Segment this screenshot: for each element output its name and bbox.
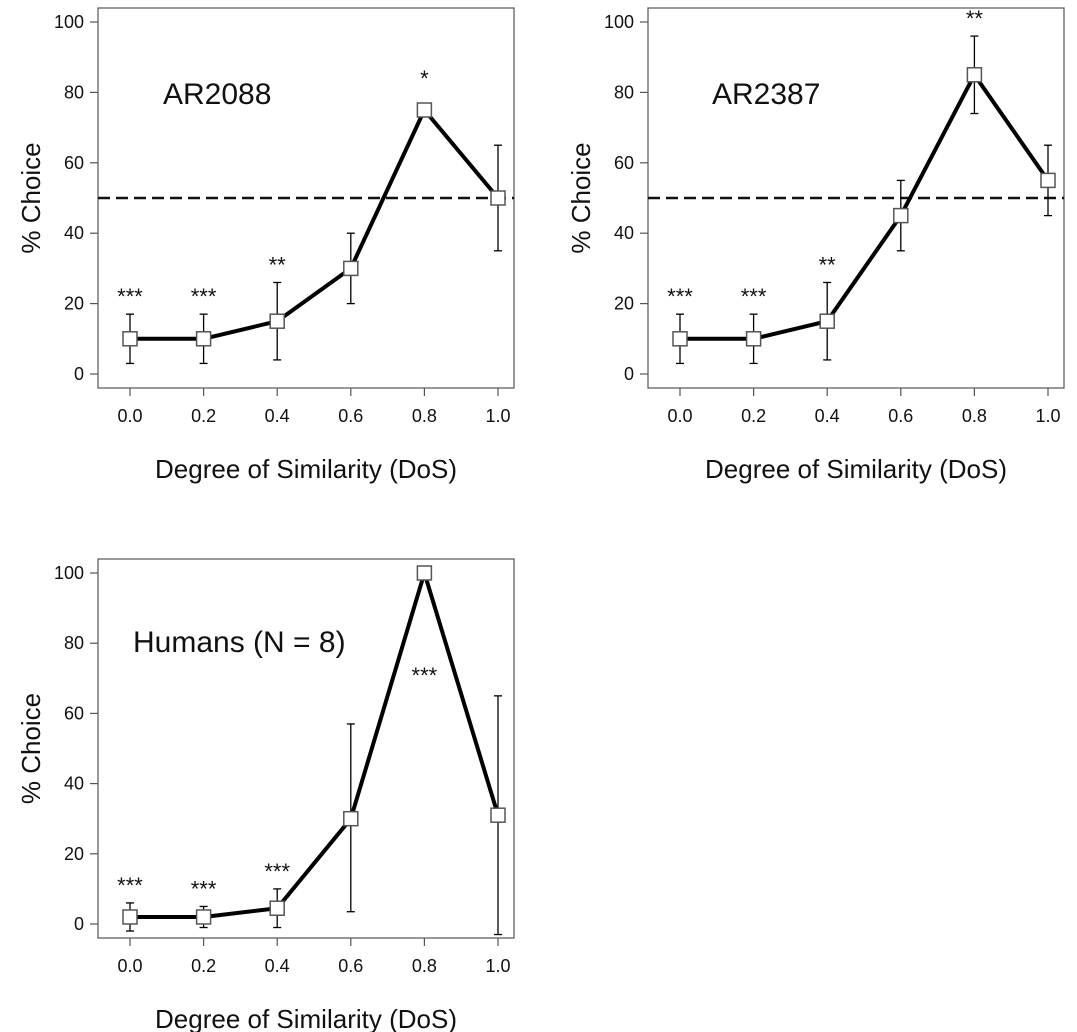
- significance-label: *: [420, 66, 429, 91]
- y-tick-label: 40: [64, 223, 84, 243]
- plot-frame: [97, 558, 515, 939]
- panel-label: AR2387: [712, 78, 820, 111]
- y-tick-label: 0: [624, 364, 634, 384]
- x-tick-label: 0.8: [412, 956, 437, 976]
- x-axis-title: Degree of Similarity (DoS): [155, 1004, 457, 1032]
- x-tick-label: 0.4: [265, 406, 290, 426]
- series-line: [130, 108, 500, 341]
- data-point: [122, 331, 138, 347]
- y-tick-label: 80: [614, 82, 634, 102]
- y-axis-title: % Choice: [16, 142, 46, 253]
- panel-label: AR2088: [163, 78, 271, 111]
- y-tick-label: 0: [74, 914, 84, 934]
- y-tick-label: 60: [64, 703, 84, 723]
- y-tick-label: 60: [614, 153, 634, 173]
- series-line: [130, 571, 500, 919]
- x-tick-label: 0.4: [265, 956, 290, 976]
- y-tick-label: 100: [604, 12, 634, 32]
- x-tick-label: 0.4: [815, 406, 840, 426]
- y-tick-label: 60: [64, 153, 84, 173]
- significance-label: ***: [191, 876, 217, 901]
- x-tick-label: 0.0: [117, 406, 142, 426]
- y-tick-label: 80: [64, 633, 84, 653]
- x-tick-label: 0.8: [412, 406, 437, 426]
- y-axis-title: % Choice: [566, 142, 596, 253]
- y-tick-label: 100: [54, 563, 84, 583]
- x-tick-label: 0.2: [191, 406, 216, 426]
- significance-label: ***: [117, 873, 143, 898]
- x-tick-label: 0.0: [117, 956, 142, 976]
- y-tick-label: 0: [74, 364, 84, 384]
- data-point: [343, 810, 359, 827]
- data-point: [416, 102, 433, 118]
- y-tick-label: 20: [64, 294, 84, 314]
- x-tick-label: 0.6: [888, 406, 913, 426]
- x-tick-label: 0.6: [338, 406, 363, 426]
- data-point: [195, 331, 212, 347]
- y-tick-label: 40: [64, 774, 84, 794]
- y-tick-label: 40: [614, 223, 634, 243]
- y-tick-label: 20: [614, 294, 634, 314]
- data-point: [269, 313, 285, 329]
- x-tick-label: 1.0: [485, 406, 510, 426]
- significance-label: ***: [667, 284, 693, 309]
- y-tick-label: 80: [64, 82, 84, 102]
- x-axis-title: Degree of Similarity (DoS): [705, 454, 1007, 484]
- panel-label: Humans (N = 8): [133, 626, 346, 659]
- data-point: [893, 207, 909, 224]
- chart-panel-humans: Humans (N = 8) % Choice Degree of Simila…: [16, 558, 515, 1032]
- x-axis-title: Degree of Similarity (DoS): [155, 454, 457, 484]
- data-point: [490, 807, 506, 823]
- x-tick-label: 0.0: [667, 406, 692, 426]
- data-point: [966, 67, 983, 83]
- significance-label: ***: [264, 859, 290, 884]
- y-axis-title: % Choice: [16, 693, 46, 804]
- significance-label: **: [269, 252, 287, 277]
- x-tick-label: 1.0: [485, 956, 510, 976]
- significance-label: ***: [412, 663, 438, 688]
- data-point: [672, 331, 688, 347]
- x-tick-label: 0.2: [191, 956, 216, 976]
- significance-label: **: [966, 6, 984, 31]
- y-tick-label: 100: [54, 12, 84, 32]
- data-point: [195, 909, 212, 925]
- x-tick-label: 0.8: [962, 406, 987, 426]
- data-point: [343, 260, 359, 277]
- significance-label: ***: [117, 284, 143, 309]
- series-line: [680, 72, 1050, 341]
- x-tick-label: 1.0: [1035, 406, 1060, 426]
- data-point: [490, 190, 506, 206]
- data-point: [1040, 172, 1056, 189]
- chart-panel-ar2387: AR2387 % Choice Degree of Similarity (Do…: [566, 6, 1065, 484]
- data-point: [416, 565, 433, 581]
- y-tick-label: 20: [64, 844, 84, 864]
- significance-label: ***: [741, 284, 767, 309]
- significance-label: ***: [191, 284, 217, 309]
- significance-label: **: [819, 252, 837, 277]
- data-point: [819, 313, 835, 329]
- data-point: [122, 909, 138, 925]
- chart-panel-ar2088: AR2088 % Choice Degree of Similarity (Do…: [16, 7, 515, 484]
- x-tick-label: 0.6: [338, 956, 363, 976]
- x-tick-label: 0.2: [741, 406, 766, 426]
- data-point: [269, 900, 285, 916]
- data-point: [745, 331, 762, 347]
